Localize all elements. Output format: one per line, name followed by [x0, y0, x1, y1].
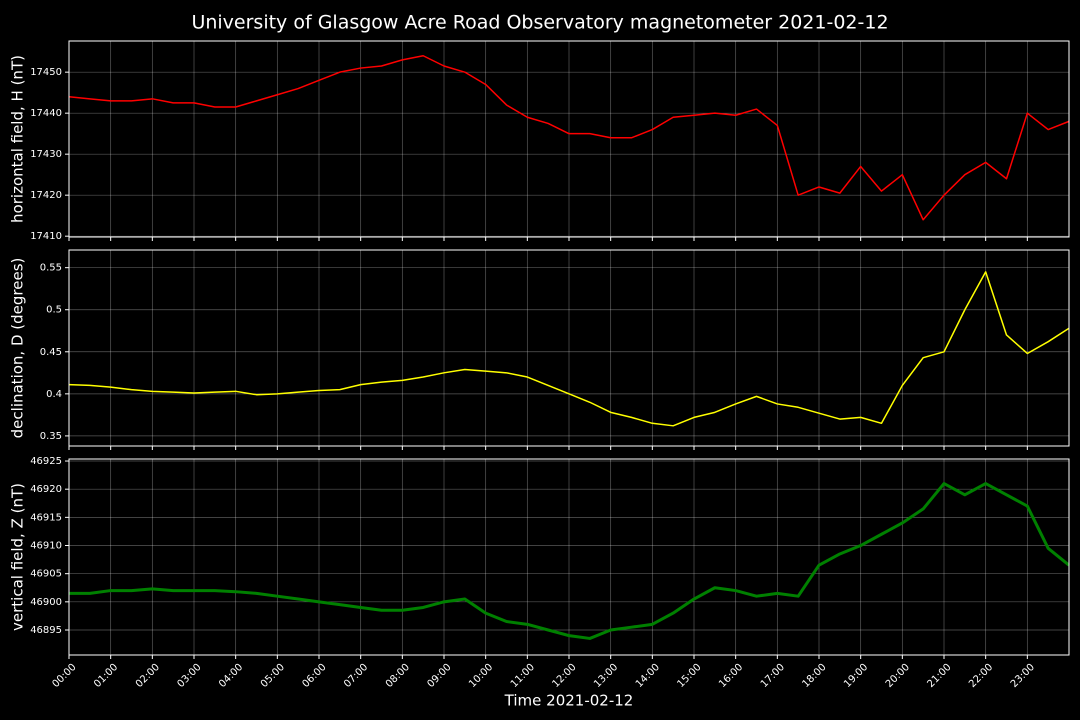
y-tick-label: 46905 [30, 569, 62, 580]
y-tick-label: 17410 [30, 231, 62, 242]
data-line [68, 55, 1070, 221]
y-axis-label: declination, D (degrees) [9, 258, 27, 439]
plot-frame [68, 458, 1070, 656]
y-tick-label: 0.55 [40, 263, 62, 274]
data-line [68, 271, 1070, 427]
y-tick-label: 0.5 [46, 305, 62, 316]
y-tick-label: 46895 [30, 625, 62, 636]
y-tick-label: 46910 [30, 541, 62, 552]
y-tick-label: 46920 [30, 484, 62, 495]
y-tick-label: 0.45 [40, 347, 62, 358]
figure-title: University of Glasgow Acre Road Observat… [191, 12, 888, 34]
data-line [69, 482, 1070, 640]
y-tick-label: 17430 [30, 149, 62, 160]
plot-frame [68, 40, 1070, 238]
y-tick-label: 17450 [30, 67, 62, 78]
y-tick-label: 17440 [30, 108, 62, 119]
y-tick-label: 17420 [30, 190, 62, 201]
plot-frame [68, 249, 1070, 447]
y-axis-label: vertical field, Z (nT) [9, 483, 27, 631]
y-tick-label: 46900 [30, 597, 62, 608]
y-tick-label: 46915 [30, 512, 62, 523]
y-axis-label: horizontal field, H (nT) [9, 55, 27, 223]
y-tick-label: 0.4 [46, 389, 62, 400]
y-tick-label: 46925 [30, 456, 62, 467]
x-axis-label: Time 2021-02-12 [504, 692, 634, 710]
y-tick-label: 0.35 [40, 431, 62, 442]
